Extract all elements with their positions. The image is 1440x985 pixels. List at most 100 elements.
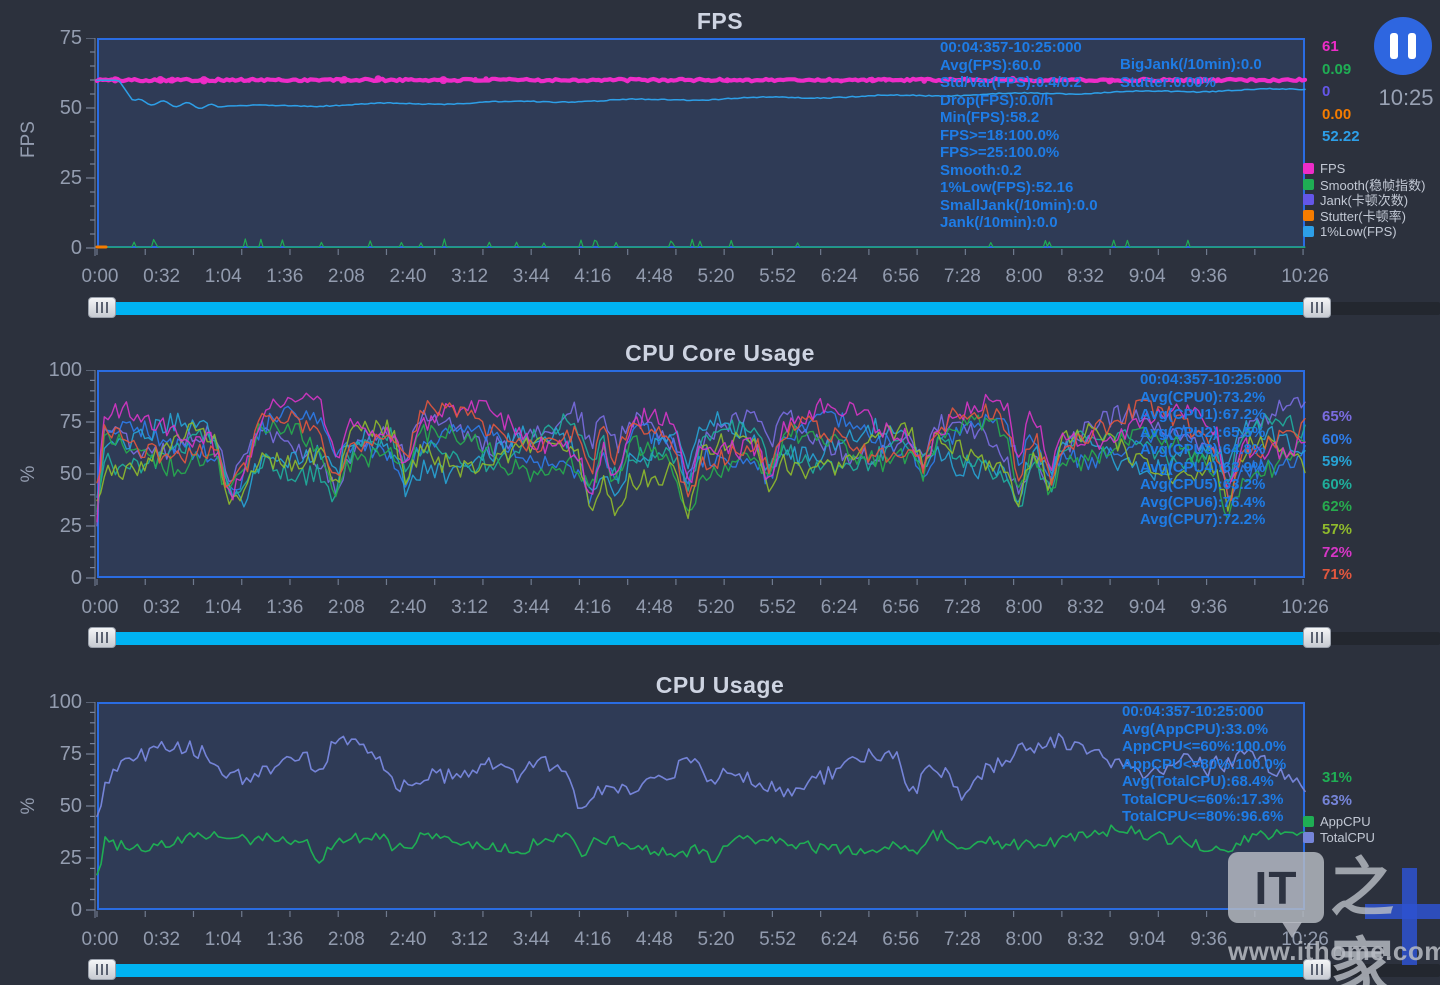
fps-plot-area[interactable] [85, 38, 1320, 264]
scrollbar-selected-range[interactable] [114, 632, 1305, 645]
x-tick-label: 9:36 [1190, 929, 1228, 950]
cpu-core-stats-overlay: 00:04:357-10:25:000 Avg(CPU0):73.2% Avg(CP… [1140, 371, 1282, 529]
legend-swatch [1303, 210, 1314, 222]
cpu-core-chart-title: CPU Core Usage [625, 340, 815, 366]
x-tick-label: 5:20 [697, 597, 735, 618]
x-tick-label: 0:32 [143, 597, 181, 618]
current-value: 60% [1322, 430, 1353, 448]
ithome-plus-icon [1365, 904, 1440, 919]
stat-line: AppCPU<=80%:100.0% [1122, 755, 1287, 773]
x-tick-label: 8:32 [1067, 929, 1105, 950]
current-value: 63% [1322, 792, 1353, 809]
stat-line: Smooth:0.2 [940, 161, 1022, 179]
cpu-core-current-values: 65% 60% 59% 60% 62% 57% 72% 71% [1322, 406, 1352, 587]
x-tick-label: 9:36 [1190, 266, 1228, 287]
legend-item: FPS [1303, 161, 1425, 177]
legend-label: TotalCPU [1320, 829, 1375, 845]
y-tick-label: 75 [59, 411, 82, 433]
y-tick-label: 100 [48, 691, 82, 713]
fps-current-values: 61 0.09 0 0.00 52.22 [1322, 36, 1360, 149]
x-tick-label: 6:56 [882, 266, 920, 287]
scrollbar-left-handle[interactable] [88, 959, 116, 980]
current-value: 57% [1322, 520, 1353, 538]
legend-label: FPS [1320, 161, 1346, 177]
stat-line: Avg(CPU2):65.5% [1140, 423, 1266, 441]
legend-swatch [1303, 178, 1314, 190]
scrollbar-right-handle[interactable] [1303, 627, 1331, 648]
scrollbar-selected-range[interactable] [114, 302, 1305, 315]
legend-label: Stutter(卡顿率) [1320, 209, 1406, 225]
x-tick-label: 10:26 [1281, 929, 1329, 950]
y-tick-label: 0 [70, 237, 82, 259]
y-tick-label: 50 [59, 463, 82, 485]
x-tick-label: 6:56 [882, 597, 920, 618]
x-tick-label: 2:40 [389, 929, 427, 950]
x-tick-label: 10:26 [1281, 597, 1329, 618]
stat-line: Min(FPS):58.2 [940, 109, 1040, 126]
stat-line: SmallJank(/10min):0.0 [940, 196, 1098, 214]
stat-line: Avg(TotalCPU):68.4% [1122, 773, 1274, 790]
cpu-usage-timeline-scrollbar[interactable] [88, 959, 1440, 982]
cpu-usage-plot-area[interactable] [85, 702, 1320, 926]
x-tick-label: 8:00 [1005, 929, 1043, 950]
fps-stats-overlay-right: BigJank(/10min):0.0 Stutter:0.00% [1120, 56, 1262, 91]
stat-line: Avg(AppCPU):33.0% [1122, 720, 1269, 738]
x-tick-label: 5:20 [697, 929, 735, 950]
x-tick-label: 5:52 [759, 597, 797, 618]
x-tick-label: 2:40 [389, 266, 427, 287]
x-tick-label: 4:16 [574, 929, 612, 950]
x-tick-label: 7:28 [943, 266, 981, 287]
stat-line: Std/Var(FPS):0.4/0.2 [940, 74, 1082, 91]
y-tick-label: 0 [70, 899, 82, 921]
current-value: 65% [1322, 408, 1353, 425]
x-tick-label: 4:48 [635, 929, 673, 950]
current-value: 0.00 [1322, 105, 1352, 123]
cpu-core-timeline-scrollbar[interactable] [88, 627, 1440, 650]
legend-item: Jank(卡顿次数) [1303, 192, 1425, 208]
stat-line: 00:04:357-10:25:000 [1122, 703, 1264, 720]
x-tick-label: 4:16 [574, 266, 612, 287]
scrollbar-right-handle[interactable] [1303, 959, 1331, 980]
y-tick-label: 100 [48, 359, 82, 381]
stat-line: 00:04:357-10:25:000 [1140, 371, 1282, 388]
legend-swatch [1303, 816, 1314, 828]
x-tick-label: 7:28 [943, 597, 981, 618]
x-tick-label: 1:04 [204, 597, 242, 618]
stat-line: BigJank(/10min):0.0 [1120, 56, 1262, 73]
cpu-core-plot-area[interactable] [85, 370, 1320, 594]
x-tick-label: 6:56 [882, 929, 920, 950]
x-tick-label: 2:08 [327, 266, 365, 287]
scrollbar-selected-range[interactable] [114, 964, 1305, 977]
stat-line: Jank(/10min):0.0 [940, 214, 1058, 231]
x-tick-label: 1:36 [266, 266, 304, 287]
x-tick-label: 5:20 [697, 266, 735, 287]
x-tick-label: 7:28 [943, 929, 981, 950]
stat-line: TotalCPU<=80%:96.6% [1122, 808, 1284, 825]
stat-line: Avg(CPU6):76.4% [1140, 493, 1266, 511]
y-tick-label: 50 [59, 97, 82, 119]
x-tick-label: 8:00 [1005, 597, 1043, 618]
x-tick-label: 1:04 [204, 929, 242, 950]
scrollbar-right-handle[interactable] [1303, 297, 1331, 318]
fps-y-axis-unit: FPS [18, 121, 39, 158]
cpu-usage-stats-overlay: 00:04:357-10:25:000 Avg(AppCPU):33.0% AppC… [1122, 703, 1286, 826]
scrollbar-left-handle[interactable] [88, 297, 116, 318]
stat-line: Avg(CPU0):73.2% [1140, 388, 1266, 406]
y-tick-label: 0 [70, 567, 82, 589]
current-value: 0.09 [1322, 60, 1352, 78]
cpu-usage-x-axis-tick-labels: 0:00 0:32 1:04 1:36 2:08 2:40 3:12 3:44 4:16 4:48… [0, 929, 1440, 953]
legend-item: AppCPU [1303, 814, 1375, 830]
cpu-usage-current-values: 31% 63% [1322, 766, 1352, 812]
x-tick-label: 3:12 [451, 929, 489, 950]
stat-line: FPS>=25:100.0% [940, 144, 1060, 161]
x-tick-label: 9:04 [1128, 266, 1166, 287]
stat-line: Avg(CPU5):63.2% [1140, 476, 1266, 493]
pause-button[interactable] [1374, 17, 1432, 75]
stat-line: Avg(CPU4):63.9% [1140, 458, 1266, 476]
stat-line: Avg(CPU3):64.8% [1140, 441, 1266, 458]
cpu-core-y-axis-unit: % [18, 465, 39, 483]
scrollbar-left-handle[interactable] [88, 627, 116, 648]
legend-item: 1%Low(FPS) [1303, 223, 1425, 239]
x-tick-label: 9:36 [1190, 597, 1228, 618]
fps-timeline-scrollbar[interactable] [88, 297, 1440, 320]
